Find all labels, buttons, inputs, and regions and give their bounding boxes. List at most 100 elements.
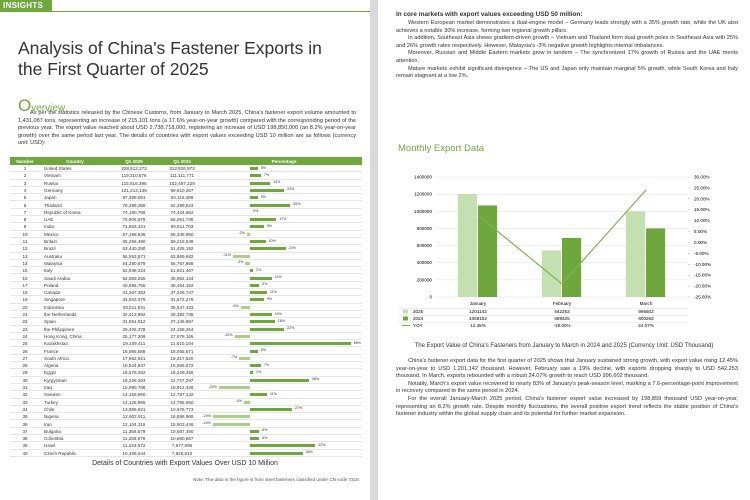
pct-bar	[250, 276, 272, 280]
table-caption: Details of Countries with Export Values …	[92, 460, 278, 467]
table-row	[10, 442, 362, 450]
legend-swatch	[403, 309, 408, 314]
row-country: Republic of Korea	[44, 209, 81, 215]
row-number: 31	[22, 385, 28, 390]
core-paragraph: Mature markets exhibit significant diver…	[396, 65, 738, 80]
row-q1-2025: 10,495,544	[122, 450, 146, 456]
row-country: Kyrgyzstan	[44, 377, 67, 383]
row-country: UAE	[44, 217, 54, 223]
row-q1-2024: 37,229,747	[170, 290, 194, 296]
pct-label: 17%	[279, 216, 287, 221]
table-row	[10, 187, 362, 195]
row-number: 32	[22, 392, 28, 398]
row-number: 24	[22, 333, 28, 339]
row-country: Russia	[44, 180, 59, 186]
row-q1-2025: 14,126,965	[122, 399, 146, 405]
table-row	[10, 377, 362, 384]
data-cell: 542253	[554, 309, 570, 314]
row-q1-2025: 75,906,979	[122, 217, 146, 223]
row-q1-2025: 12,902,911	[122, 414, 146, 420]
row-number: 9	[23, 224, 27, 230]
pct-bar	[250, 407, 292, 411]
pct-bar	[250, 167, 258, 170]
data-cell: 689425	[554, 316, 570, 321]
row-number: 16	[22, 275, 28, 281]
row-country: Czech Republic	[44, 450, 77, 456]
row-q1-2024: 35,547,433	[170, 304, 194, 310]
y2-tick-label: 20.00%	[694, 196, 710, 201]
data-cell: 24.07%	[638, 323, 654, 328]
row-number: 35	[22, 414, 28, 420]
row-country: Nigeria	[44, 414, 59, 420]
pct-label: 2%	[256, 369, 262, 374]
row-q1-2024: 10,660,667	[170, 436, 194, 442]
row-number: 27	[22, 355, 28, 361]
table-row	[10, 165, 362, 173]
overview-heading: Overview	[18, 96, 66, 115]
section-tag: INSIGHTS	[0, 0, 52, 12]
pct-label: 34%	[305, 450, 313, 455]
pct-label: 22%	[287, 326, 295, 331]
row-q1-2024: 7,877,896	[171, 443, 193, 449]
pct-bar	[250, 327, 285, 331]
pct-label: -24%	[202, 413, 211, 418]
row-country: South Africa	[44, 355, 69, 361]
row-q1-2024: 11,747,297	[170, 377, 194, 383]
pct-label: 7%	[263, 362, 270, 367]
y2-tick-label: 10.00%	[694, 218, 710, 223]
summary-paragraph: China's fastener export data for the fir…	[396, 358, 738, 380]
row-q1-2025: 41,267,353	[122, 290, 146, 296]
row-q1-2024: 83,119,486	[170, 195, 194, 201]
row-country: India	[44, 224, 54, 230]
row-country: Colombia	[44, 436, 64, 442]
overview-text: As per the statistics released by the Ch…	[18, 110, 356, 147]
row-number: 26	[22, 348, 28, 354]
row-country: Italy	[44, 268, 53, 274]
row-country: Poland	[44, 282, 59, 288]
x-tick-label: March	[640, 301, 653, 306]
pct-label: -6%	[232, 304, 239, 309]
row-q1-2024: 51,426,192	[170, 246, 194, 252]
row-country: Spain	[44, 319, 56, 325]
row-q1-2025: 34,503,976	[122, 297, 146, 303]
table-row	[10, 180, 362, 187]
row-number: 38	[22, 436, 28, 442]
row-q1-2024: 27,978,165	[170, 333, 194, 339]
y2-tick-label: 0.00%	[694, 240, 707, 245]
row-country: Malaysia	[44, 260, 63, 266]
table-header: Percentage	[271, 158, 297, 164]
monthly-chart: 0 200000 400000 600000 800000 1000000 1200000 1…	[398, 175, 711, 328]
pct-label: 27%	[294, 406, 303, 411]
row-q1-2025: 63,440,290	[122, 246, 146, 252]
y-tick-label: 800000	[417, 226, 433, 231]
table-row	[10, 194, 362, 202]
table-row	[10, 384, 362, 392]
pct-bar	[250, 378, 309, 382]
row-q1-2024: 55,767,868	[170, 260, 194, 266]
pct-label: 0%	[253, 209, 259, 214]
table-row	[10, 289, 362, 297]
row-country: Britain	[44, 239, 58, 244]
table-row	[10, 245, 362, 253]
pct-label: -4%	[235, 399, 242, 404]
data-cell: -19.00%	[553, 323, 570, 328]
row-country: Saudi Arabia	[44, 275, 71, 281]
data-cell: 1068152	[469, 316, 487, 321]
table-row	[10, 450, 362, 457]
row-number: 33	[22, 399, 28, 405]
pct-label: -2%	[238, 231, 245, 236]
row-q1-2024: 16,229,255	[170, 370, 194, 376]
row-q1-2025: 52,938,224	[122, 268, 146, 274]
row-number: 8	[23, 217, 27, 223]
y-tick-label: 200000	[417, 277, 433, 282]
legend-label: YOY	[413, 323, 423, 328]
row-country: Brazil	[44, 246, 56, 252]
row-country: Sweden	[44, 392, 61, 398]
row-q1-2025: 15,090,788	[122, 385, 146, 390]
row-number: 1	[23, 166, 27, 171]
row-q1-2025: 18,995,888	[122, 348, 146, 354]
row-country: Egypt	[44, 370, 56, 376]
pct-label: 5%	[260, 348, 266, 352]
pct-label: 23%	[288, 245, 296, 250]
row-number: 5	[23, 195, 27, 201]
